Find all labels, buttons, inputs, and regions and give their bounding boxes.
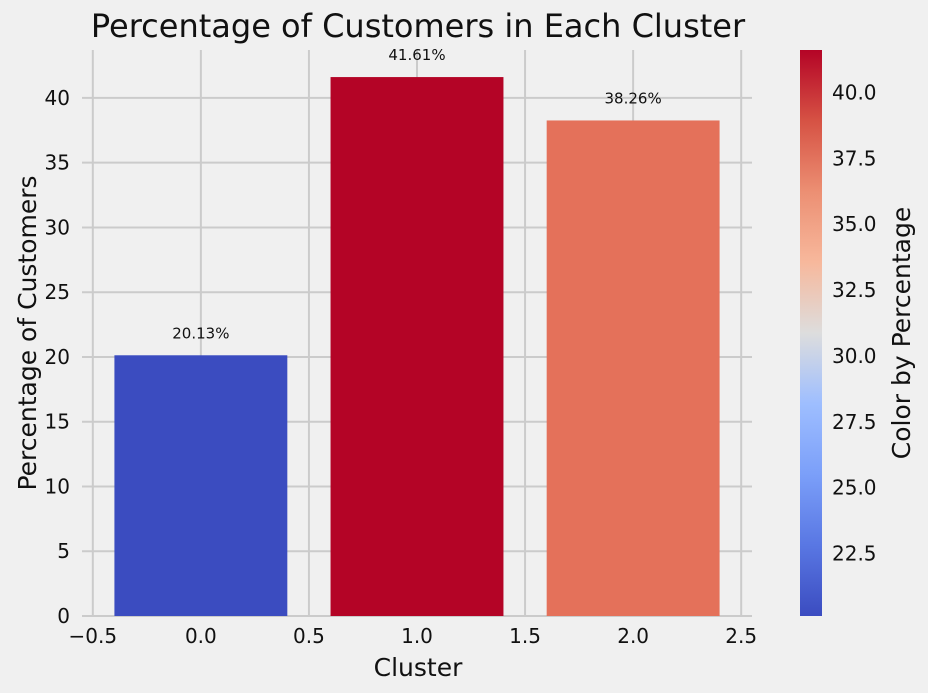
colorbar-tick-label: 25.0: [832, 476, 877, 500]
y-tick-label: 15: [45, 410, 70, 434]
colorbar-tick-label: 40.0: [832, 80, 877, 104]
y-tick-labels: 0 5 10 15 20 25 30 35 40: [45, 86, 70, 628]
colorbar-tick-label: 37.5: [832, 146, 877, 170]
y-tick-label: 20: [45, 345, 70, 369]
x-tick-label: 1.5: [509, 624, 541, 648]
bar-cluster-1: [330, 77, 504, 616]
y-tick-label: 30: [45, 215, 70, 239]
y-tick-label: 40: [45, 86, 70, 110]
colorbar-tick-label: 32.5: [832, 278, 877, 302]
colorbar-label: Color by Percentage: [887, 207, 916, 459]
y-tick-label: 25: [45, 280, 70, 304]
x-tick-label: 0.0: [185, 624, 217, 648]
bar-data-label: 20.13%: [172, 324, 229, 342]
data-labels-layer: 20.13% 41.61% 38.26%: [172, 46, 661, 342]
x-tick-label: 2.5: [725, 624, 757, 648]
y-tick-label: 35: [45, 151, 70, 175]
bar-data-label: 38.26%: [605, 89, 662, 107]
bar-cluster-0: [114, 355, 288, 616]
bar-data-label: 41.61%: [388, 46, 445, 64]
x-tick-label: −0.5: [69, 624, 118, 648]
colorbar-tick-label: 30.0: [832, 344, 877, 368]
y-tick-label: 5: [57, 539, 70, 563]
bars-layer: [114, 77, 720, 616]
y-tick-label: 0: [57, 604, 70, 628]
y-tick-label: 10: [45, 474, 70, 498]
colorbar-tick-label: 22.5: [832, 542, 877, 566]
colorbar-tick-label: 27.5: [832, 410, 877, 434]
x-tick-label: 0.5: [293, 624, 325, 648]
colorbar-tick-label: 35.0: [832, 212, 877, 236]
x-tick-labels: −0.5 0.0 0.5 1.0 1.5 2.0 2.5: [69, 624, 758, 648]
chart-title: Percentage of Customers in Each Cluster: [91, 7, 746, 45]
x-tick-label: 1.0: [401, 624, 433, 648]
y-axis-label: Percentage of Customers: [13, 175, 42, 490]
bar-cluster-2: [546, 120, 720, 616]
colorbar-tick-labels: 22.5 25.0 27.5 30.0 32.5 35.0 37.5 40.0: [832, 80, 877, 565]
x-axis-label: Cluster: [374, 653, 463, 682]
colorbar: [800, 50, 822, 616]
x-tick-label: 2.0: [617, 624, 649, 648]
